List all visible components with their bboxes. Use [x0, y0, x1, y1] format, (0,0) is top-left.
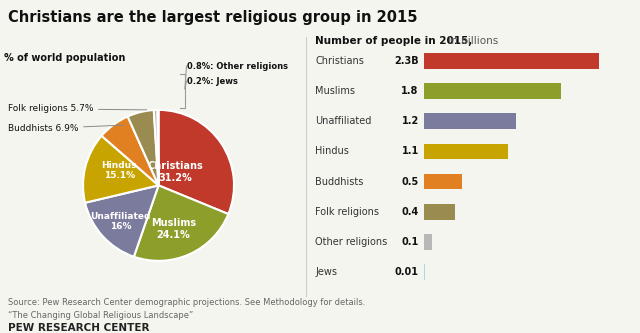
Text: 1.1: 1.1 [401, 147, 419, 157]
Wedge shape [154, 110, 159, 185]
Text: Muslims
24.1%: Muslims 24.1% [151, 218, 196, 240]
Text: % of world population: % of world population [4, 53, 125, 63]
Text: Unaffiliated: Unaffiliated [315, 116, 371, 126]
Text: Hindus: Hindus [315, 147, 349, 157]
Text: Other religions: Other religions [315, 237, 387, 247]
Text: Muslims: Muslims [315, 86, 355, 96]
Text: PEW RESEARCH CENTER: PEW RESEARCH CENTER [8, 323, 149, 333]
Text: Source: Pew Research Center demographic projections. See Methodology for details: Source: Pew Research Center demographic … [8, 298, 365, 320]
Text: 0.8%: Other religions: 0.8%: Other religions [188, 62, 288, 71]
Text: 1.2: 1.2 [401, 116, 419, 126]
Text: 1.8: 1.8 [401, 86, 419, 96]
Text: Folk religions: Folk religions [315, 207, 379, 217]
Text: Number of people in 2015,: Number of people in 2015, [315, 37, 472, 47]
Text: Jews: Jews [315, 267, 337, 277]
Bar [424, 144, 508, 159]
Bar [424, 114, 515, 129]
Text: Folk religions 5.7%: Folk religions 5.7% [8, 104, 147, 114]
Text: 2.3B: 2.3B [394, 56, 419, 66]
Text: Buddhists 6.9%: Buddhists 6.9% [8, 124, 124, 133]
Text: Christians: Christians [315, 56, 364, 66]
Text: 0.5: 0.5 [401, 176, 419, 186]
Text: in billions: in billions [445, 37, 498, 47]
Wedge shape [127, 110, 159, 185]
Bar [424, 204, 454, 219]
Wedge shape [157, 110, 159, 185]
Text: Unaffiliated
16%: Unaffiliated 16% [91, 212, 151, 231]
Wedge shape [134, 185, 228, 261]
Wedge shape [102, 117, 159, 185]
Bar [424, 83, 561, 99]
Text: 0.1: 0.1 [401, 237, 419, 247]
Bar [424, 264, 425, 280]
Wedge shape [83, 136, 159, 203]
Bar [424, 53, 599, 69]
Text: 0.4: 0.4 [401, 207, 419, 217]
Bar [424, 234, 432, 250]
Text: 0.2%: Jews: 0.2%: Jews [188, 77, 238, 86]
Text: Hindus
15.1%: Hindus 15.1% [102, 161, 137, 180]
Text: Buddhists: Buddhists [315, 176, 364, 186]
Text: Christians
31.2%: Christians 31.2% [147, 161, 203, 182]
Wedge shape [85, 185, 159, 257]
Text: Christians are the largest religious group in 2015: Christians are the largest religious gro… [8, 10, 417, 25]
Wedge shape [159, 110, 234, 214]
Text: 0.01: 0.01 [395, 267, 419, 277]
Bar [424, 174, 462, 189]
